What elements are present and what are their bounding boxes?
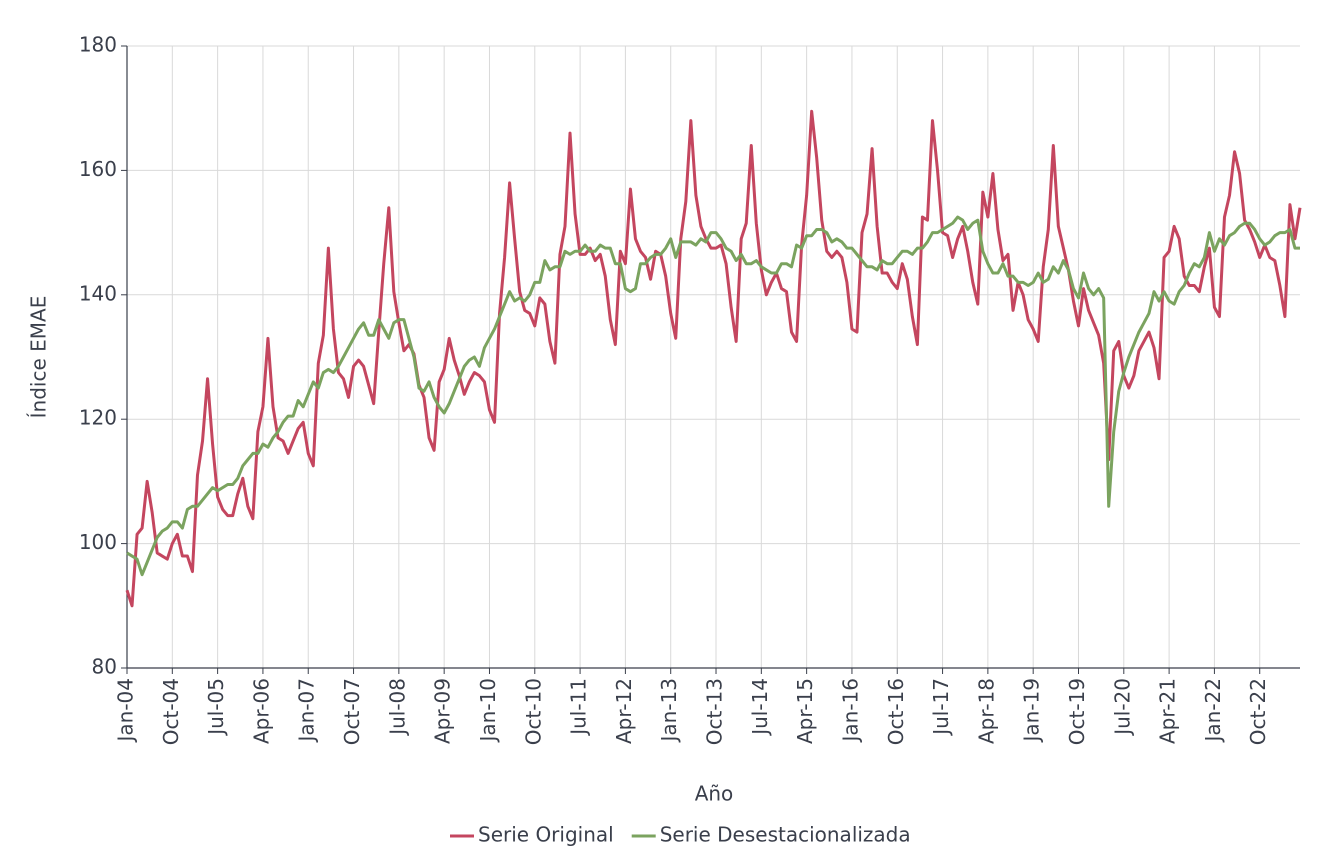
x-tick-label: Jan-04 (114, 678, 138, 744)
x-tick-label: Oct-07 (340, 678, 364, 745)
x-tick-label: Apr-12 (612, 678, 636, 744)
x-tick-label: Apr-18 (974, 678, 998, 744)
x-tick-label: Jul-17 (929, 678, 953, 737)
x-tick-label: Jul-08 (385, 678, 409, 737)
x-tick-label: Jan-16 (838, 678, 862, 744)
y-tick-label: 180 (79, 33, 117, 57)
x-tick-label: Oct-10 (521, 678, 545, 745)
x-tick-label: Oct-13 (703, 678, 727, 745)
y-axis-title: Índice EMAE (27, 296, 51, 419)
x-axis-title: Año (695, 782, 734, 806)
x-tick-label: Jan-22 (1201, 678, 1225, 744)
legend-label: Serie Desestacionalizada (660, 823, 911, 847)
x-tick-label: Jan-19 (1020, 678, 1044, 744)
x-tick-label: Jul-14 (748, 678, 772, 737)
x-tick-label: Apr-21 (1156, 678, 1180, 744)
y-tick-label: 140 (79, 281, 117, 305)
x-tick-label: Jan-10 (476, 678, 500, 744)
x-tick-label: Oct-22 (1246, 678, 1270, 745)
y-tick-label: 120 (79, 406, 117, 430)
x-tick-label: Jul-11 (567, 678, 591, 737)
x-tick-label: Apr-06 (249, 678, 273, 744)
x-tick-label: Jul-05 (204, 678, 228, 737)
y-tick-label: 100 (79, 530, 117, 554)
y-tick-label: 80 (92, 655, 117, 679)
x-tick-label: Apr-15 (793, 678, 817, 744)
x-tick-label: Oct-19 (1065, 678, 1089, 745)
x-tick-label: Apr-09 (431, 678, 455, 744)
y-tick-label: 160 (79, 157, 117, 181)
x-tick-label: Jan-13 (657, 678, 681, 744)
x-tick-label: Jul-20 (1110, 678, 1134, 737)
legend-label: Serie Original (478, 823, 614, 847)
x-tick-label: Jan-07 (295, 678, 319, 744)
x-tick-label: Oct-04 (159, 678, 183, 745)
x-tick-label: Oct-16 (884, 678, 908, 745)
series-line (126, 215, 1300, 577)
